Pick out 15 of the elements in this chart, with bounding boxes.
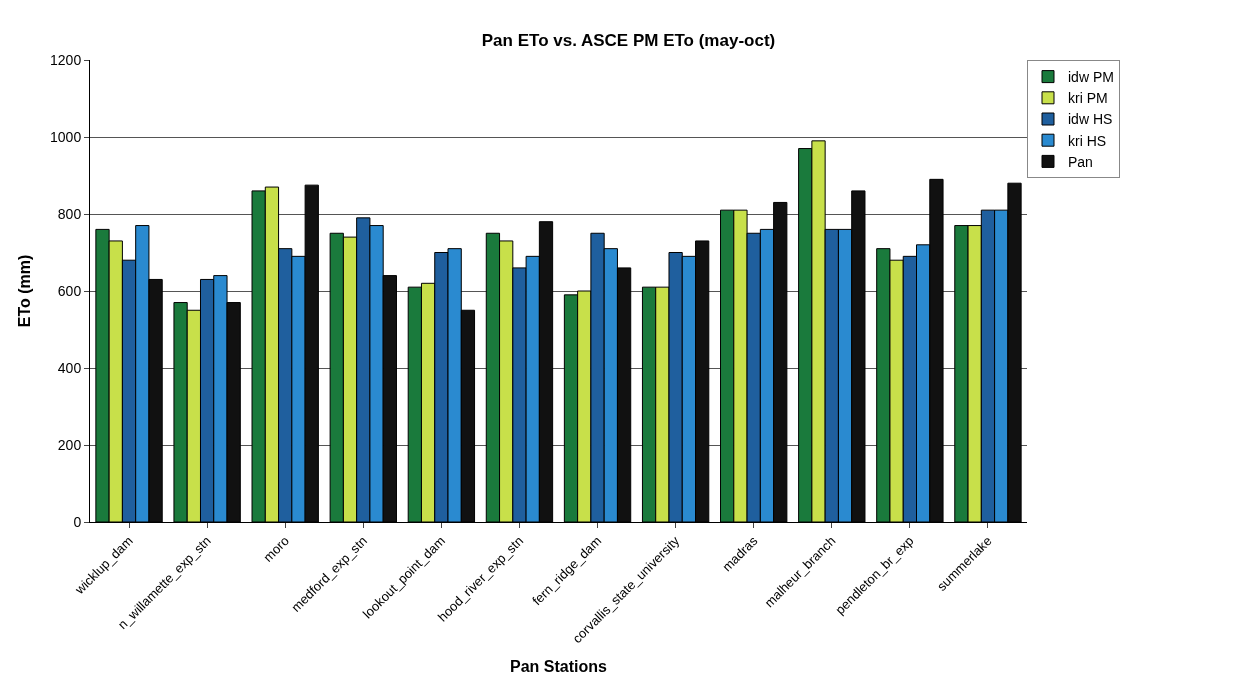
y-axis-title: ETo (mm) (15, 254, 33, 328)
y-tick-label: 400 (57, 359, 82, 376)
y-tick-label: 1000 (50, 128, 82, 145)
legend-label: Pan (1068, 153, 1093, 170)
y-tick-label: 600 (57, 282, 82, 299)
legend-label: kri PM (1068, 90, 1108, 107)
y-tick-label: 200 (57, 436, 82, 453)
legend-label: idw HS (1068, 111, 1113, 128)
y-tick-label: 1200 (50, 51, 82, 68)
y-tick-label: 800 (57, 205, 82, 222)
chart-title: Pan ETo vs. ASCE PM ETo (may-oct) (481, 31, 776, 51)
legend-label: kri HS (1068, 132, 1107, 149)
y-tick-label: 0 (73, 513, 82, 530)
legend-label: idw PM (1068, 69, 1114, 86)
x-axis-title: Pan Stations (510, 657, 608, 675)
